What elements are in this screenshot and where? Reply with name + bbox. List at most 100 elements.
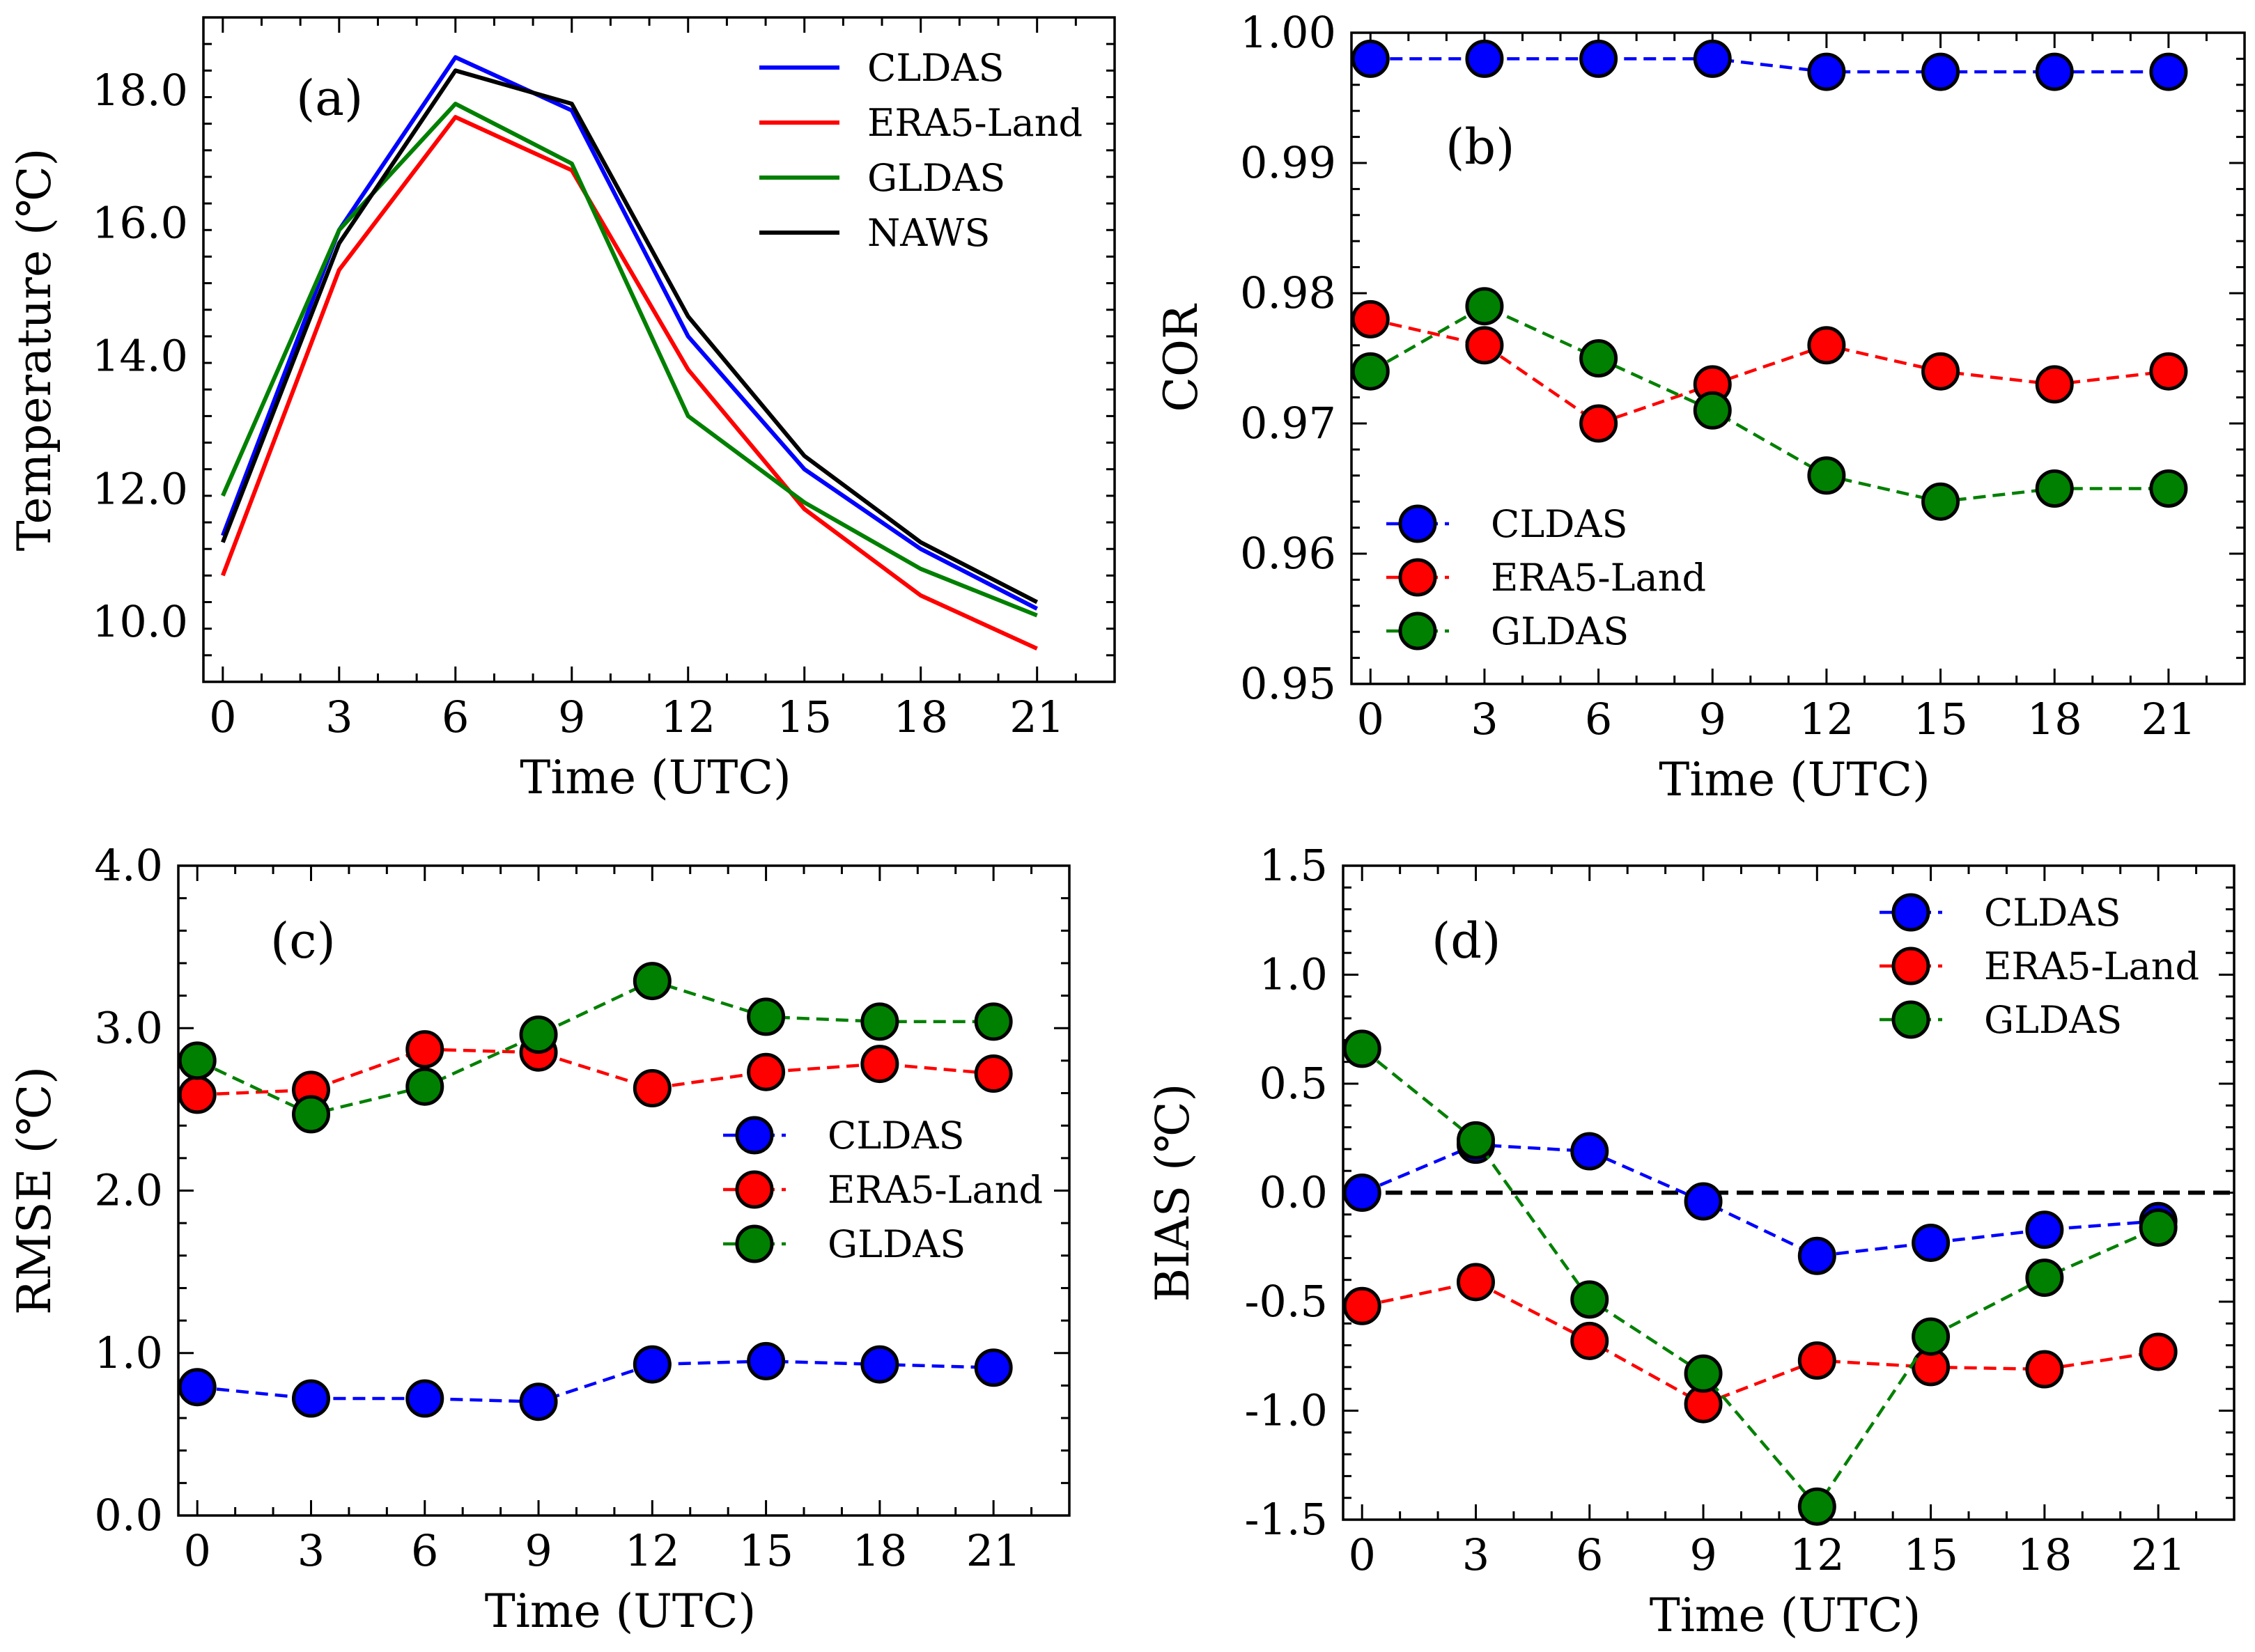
legend-label: GLDAS [1491, 609, 1629, 653]
y-tick-label: -1.0 [1244, 1385, 1328, 1436]
y-tick-label: -1.5 [1244, 1494, 1328, 1545]
legend-label: GLDAS [828, 1222, 966, 1266]
x-tick-label: 6 [1585, 694, 1612, 745]
y-tick-label: 2.0 [94, 1165, 163, 1216]
data-point-gldas [976, 1004, 1011, 1039]
data-point-era5-land [1467, 328, 1502, 363]
data-point-gldas [1923, 484, 1958, 519]
y-tick-label: 0.0 [94, 1490, 163, 1541]
x-tick-label: 9 [1689, 1529, 1717, 1580]
data-point-gldas [2141, 1210, 2176, 1245]
y-axis-label: BIAS (℃) [1146, 1084, 1200, 1302]
x-tick-label: 0 [1348, 1529, 1375, 1580]
panel-label: (a) [296, 70, 363, 127]
data-point-gldas [1686, 1356, 1721, 1391]
data-point-era5-land [2141, 1334, 2176, 1369]
x-tick-label: 3 [297, 1525, 325, 1576]
x-axis-label: Time (UTC) [485, 1584, 756, 1638]
x-tick-label: 18 [2027, 694, 2082, 745]
x-tick-label: 3 [325, 692, 352, 742]
data-point-era5-land [2151, 354, 2186, 389]
data-point-era5-land [1923, 354, 1958, 389]
legend-label: GLDAS [1984, 998, 2122, 1042]
x-tick-label: 9 [1699, 694, 1726, 745]
panel-label: (c) [270, 912, 336, 969]
data-point-cldas [521, 1385, 556, 1419]
legend-label: ERA5-Land [828, 1168, 1043, 1212]
y-axis-label: RMSE (℃) [8, 1066, 61, 1315]
data-point-gldas [2151, 472, 2186, 506]
y-tick-label: 16.0 [92, 198, 188, 249]
x-tick-label: 18 [852, 1525, 907, 1576]
panel-label: (d) [1432, 912, 1501, 969]
legend-label: ERA5-Land [1491, 556, 1706, 600]
y-tick-label: 18.0 [92, 65, 188, 116]
x-tick-label: 21 [966, 1525, 1021, 1576]
data-point-cldas [1695, 41, 1730, 76]
data-point-era5-land [180, 1077, 215, 1112]
data-point-era5-land [2037, 367, 2072, 402]
data-point-era5-land [862, 1047, 897, 1082]
data-point-gldas [1581, 341, 1616, 376]
x-tick-label: 18 [893, 692, 948, 742]
data-point-era5-land [1353, 302, 1388, 336]
data-point-cldas [1809, 54, 1844, 89]
data-point-gldas [521, 1018, 556, 1052]
data-point-gldas [1914, 1319, 1948, 1354]
data-point-gldas [1467, 289, 1502, 324]
x-tick-label: 0 [209, 692, 236, 742]
legend-marker [737, 1118, 772, 1153]
x-tick-label: 21 [2131, 1529, 2186, 1580]
x-tick-label: 18 [2017, 1529, 2072, 1580]
legend-label: GLDAS [867, 156, 1005, 200]
panel-c-rmse: 0 3 6 9 12 15 18 21 0.0 1.0 2.0 3.0 4.0 Time (UTC) RMS… [8, 840, 1069, 1638]
y-tick-label: 14.0 [92, 331, 188, 382]
x-tick-label: 15 [738, 1525, 793, 1576]
x-tick-label: 15 [1903, 1529, 1958, 1580]
x-tick-label: 12 [1799, 694, 1854, 745]
x-tick-label: 21 [1009, 692, 1064, 742]
y-tick-label: 3.0 [94, 1002, 163, 1053]
y-tick-label: 4.0 [94, 840, 163, 891]
x-axis-label: Time (UTC) [1659, 753, 1930, 806]
data-point-era5-land [1345, 1288, 1379, 1323]
legend-label: CLDAS [1491, 502, 1627, 546]
legend-marker [1400, 560, 1435, 595]
data-point-era5-land [1572, 1323, 1607, 1358]
data-point-era5-land [1809, 328, 1844, 363]
data-point-cldas [1467, 41, 1502, 76]
x-axis-label: Time (UTC) [1650, 1589, 1921, 1642]
y-tick-label: 1.00 [1240, 7, 1336, 58]
legend-marker [1893, 895, 1928, 930]
data-point-cldas [1799, 1238, 1834, 1273]
figure: 0 3 6 9 12 15 18 2110.012.014.016.018.0Time (UT… [0, 0, 2255, 1652]
x-tick-label: 12 [1790, 1529, 1845, 1580]
y-tick-label: 12.0 [92, 463, 188, 514]
data-point-gldas [1353, 354, 1388, 389]
x-tick-label: 0 [1357, 694, 1384, 745]
data-point-cldas [1923, 54, 1958, 89]
data-point-era5-land [1458, 1265, 1493, 1300]
x-tick-label: 12 [625, 1525, 680, 1576]
data-point-gldas [635, 964, 669, 999]
data-point-cldas [1345, 1176, 1379, 1210]
y-tick-label: 0.95 [1240, 658, 1336, 709]
y-tick-label: 0.99 [1240, 137, 1336, 188]
data-point-era5-land [1581, 406, 1616, 441]
x-tick-label: 6 [442, 692, 469, 742]
series-line-naws [223, 70, 1037, 602]
data-point-cldas [408, 1381, 442, 1416]
data-point-gldas [180, 1043, 215, 1078]
panel-label: (b) [1446, 118, 1514, 176]
legend-marker [737, 1172, 772, 1207]
y-tick-label: 0.96 [1240, 528, 1336, 579]
x-tick-label: 3 [1462, 1529, 1489, 1580]
panel-a-temperature: 0 3 6 9 12 15 18 21 10.0 12.0 14.0 16.0 18.0 Time (UT… [8, 17, 1115, 804]
x-tick-label: 0 [183, 1525, 210, 1576]
legend-label: ERA5-Land [1984, 944, 2199, 988]
legend-label: CLDAS [1984, 891, 2121, 935]
y-tick-label: 0.97 [1240, 398, 1336, 449]
y-axis-label: Temperature (℃) [8, 148, 61, 552]
y-tick-label: 1.0 [94, 1327, 163, 1378]
data-point-gldas [1695, 393, 1730, 428]
